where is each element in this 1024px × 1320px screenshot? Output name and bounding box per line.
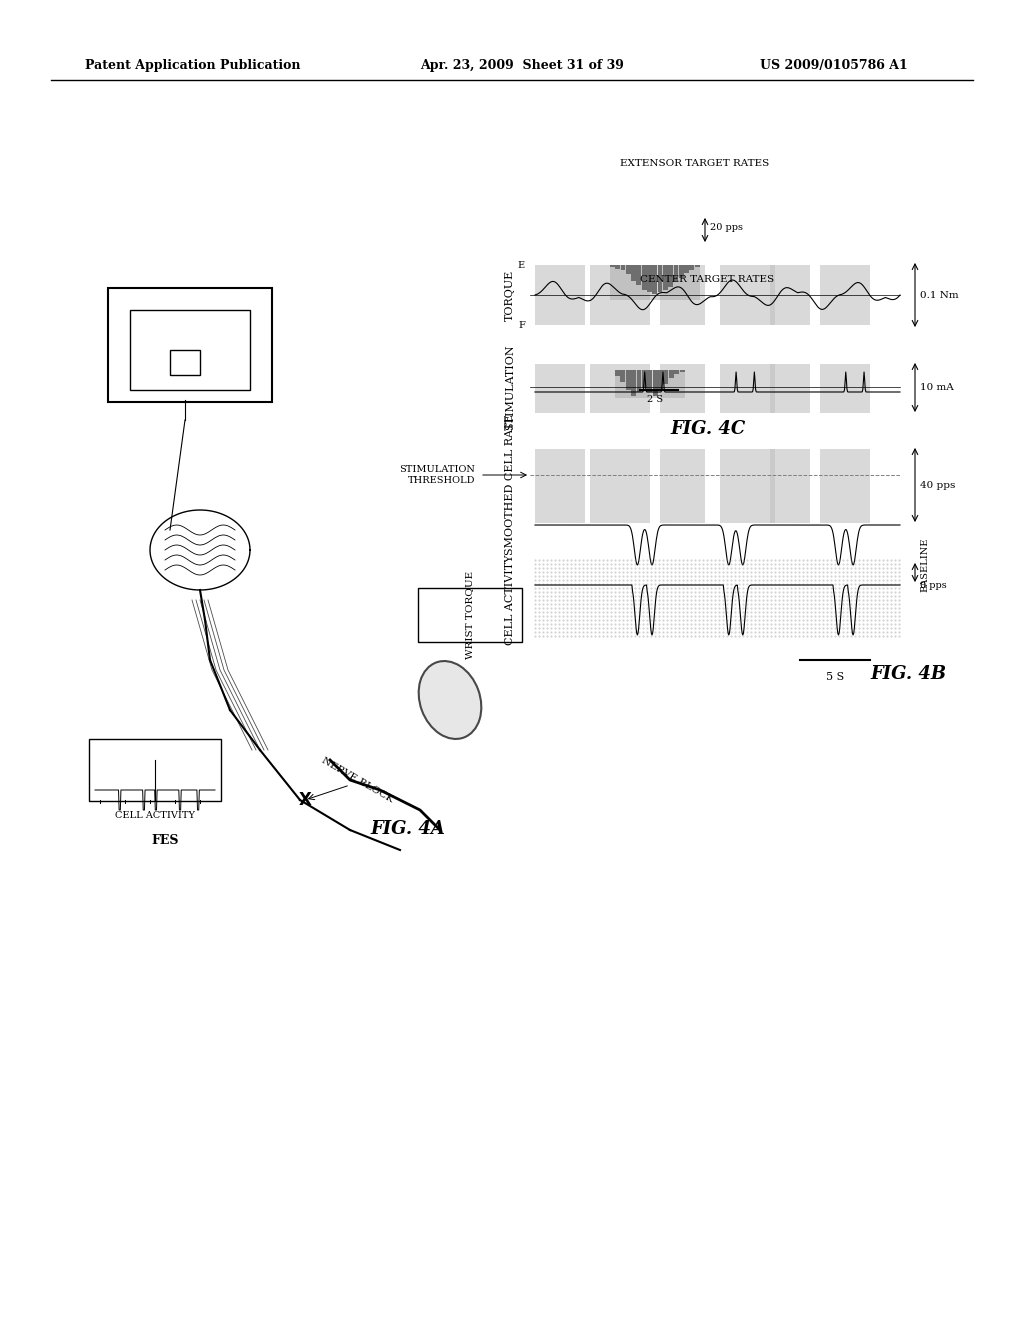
Text: X: X [299,791,311,809]
Bar [631,265,636,281]
Bar [170,350,200,375]
Bar [615,265,621,268]
Bar [720,449,775,523]
Bar [689,265,694,269]
Bar [669,265,673,286]
Bar [621,370,626,381]
Text: 5 S: 5 S [826,672,844,682]
Bar [631,370,636,396]
Bar [720,364,775,413]
Text: Apr. 23, 2009  Sheet 31 of 39: Apr. 23, 2009 Sheet 31 of 39 [420,58,624,71]
Bar [674,265,678,282]
Bar [669,370,674,378]
Text: F: F [518,321,525,330]
Bar [820,364,870,413]
Bar [626,265,631,275]
Bar [647,265,652,292]
Bar [590,364,650,413]
Text: STIMULATION: STIMULATION [505,345,515,430]
Text: 0.1 Nm: 0.1 Nm [920,290,958,300]
Bar [642,370,647,388]
Text: NERVE BLOCK: NERVE BLOCK [319,756,395,804]
Bar [820,265,870,325]
Text: 2 S: 2 S [647,395,664,404]
Text: BASELINE: BASELINE [920,537,929,593]
Bar [660,449,705,523]
Bar [637,370,641,392]
Bar [535,265,585,325]
Bar [694,265,699,267]
Text: FIG. 4B: FIG. 4B [870,665,946,682]
Bar [657,265,663,292]
Text: E: E [518,260,525,269]
Bar [590,449,650,523]
Bar [610,265,700,300]
Bar [610,265,614,267]
Bar [674,370,679,374]
Text: 20 pps: 20 pps [710,223,743,231]
Bar [652,370,657,396]
Bar [590,265,650,325]
Bar [770,265,810,325]
Text: FIG. 4A: FIG. 4A [370,820,444,838]
Ellipse shape [419,661,481,739]
Bar [535,364,585,413]
Bar [621,265,626,271]
Text: EXTENSOR TARGET RATES: EXTENSOR TARGET RATES [620,158,769,168]
Bar [770,364,810,413]
Text: 0 pps: 0 pps [920,581,947,590]
Text: Patent Application Publication: Patent Application Publication [85,58,300,71]
Text: CENTER TARGET RATES: CENTER TARGET RATES [640,276,774,285]
Text: FES: FES [152,833,179,846]
Text: WRIST TORQUE: WRIST TORQUE [466,572,474,659]
Bar [615,370,685,399]
Bar [637,265,641,285]
Text: SMOOTHED CELL RATE: SMOOTHED CELL RATE [505,414,515,556]
Bar [615,370,620,376]
Text: CELL ACTIVITY: CELL ACTIVITY [115,810,195,820]
Text: US 2009/0105786 A1: US 2009/0105786 A1 [760,58,907,71]
Text: CELL ACTIVITY: CELL ACTIVITY [505,554,515,645]
Bar [770,449,810,523]
Bar [680,370,684,372]
Bar [658,370,663,389]
Bar [660,265,705,325]
Bar [626,370,631,389]
Bar [535,449,585,523]
Text: FIG. 4C: FIG. 4C [670,420,745,438]
Bar [664,370,669,384]
Text: TORQUE: TORQUE [505,269,515,321]
Bar [684,265,689,273]
Bar [720,265,775,325]
FancyBboxPatch shape [108,288,272,403]
Text: 40 pps: 40 pps [920,480,955,490]
Bar [679,265,684,277]
Bar [660,364,705,413]
Bar [647,370,652,392]
FancyBboxPatch shape [418,587,522,642]
Text: STIMULATION
THRESHOLD: STIMULATION THRESHOLD [399,465,475,484]
Bar [130,310,250,389]
FancyBboxPatch shape [89,739,221,801]
Bar [820,449,870,523]
Bar [642,265,646,290]
Bar [652,265,657,294]
Bar [663,265,668,290]
Text: 10 mA: 10 mA [920,383,953,392]
